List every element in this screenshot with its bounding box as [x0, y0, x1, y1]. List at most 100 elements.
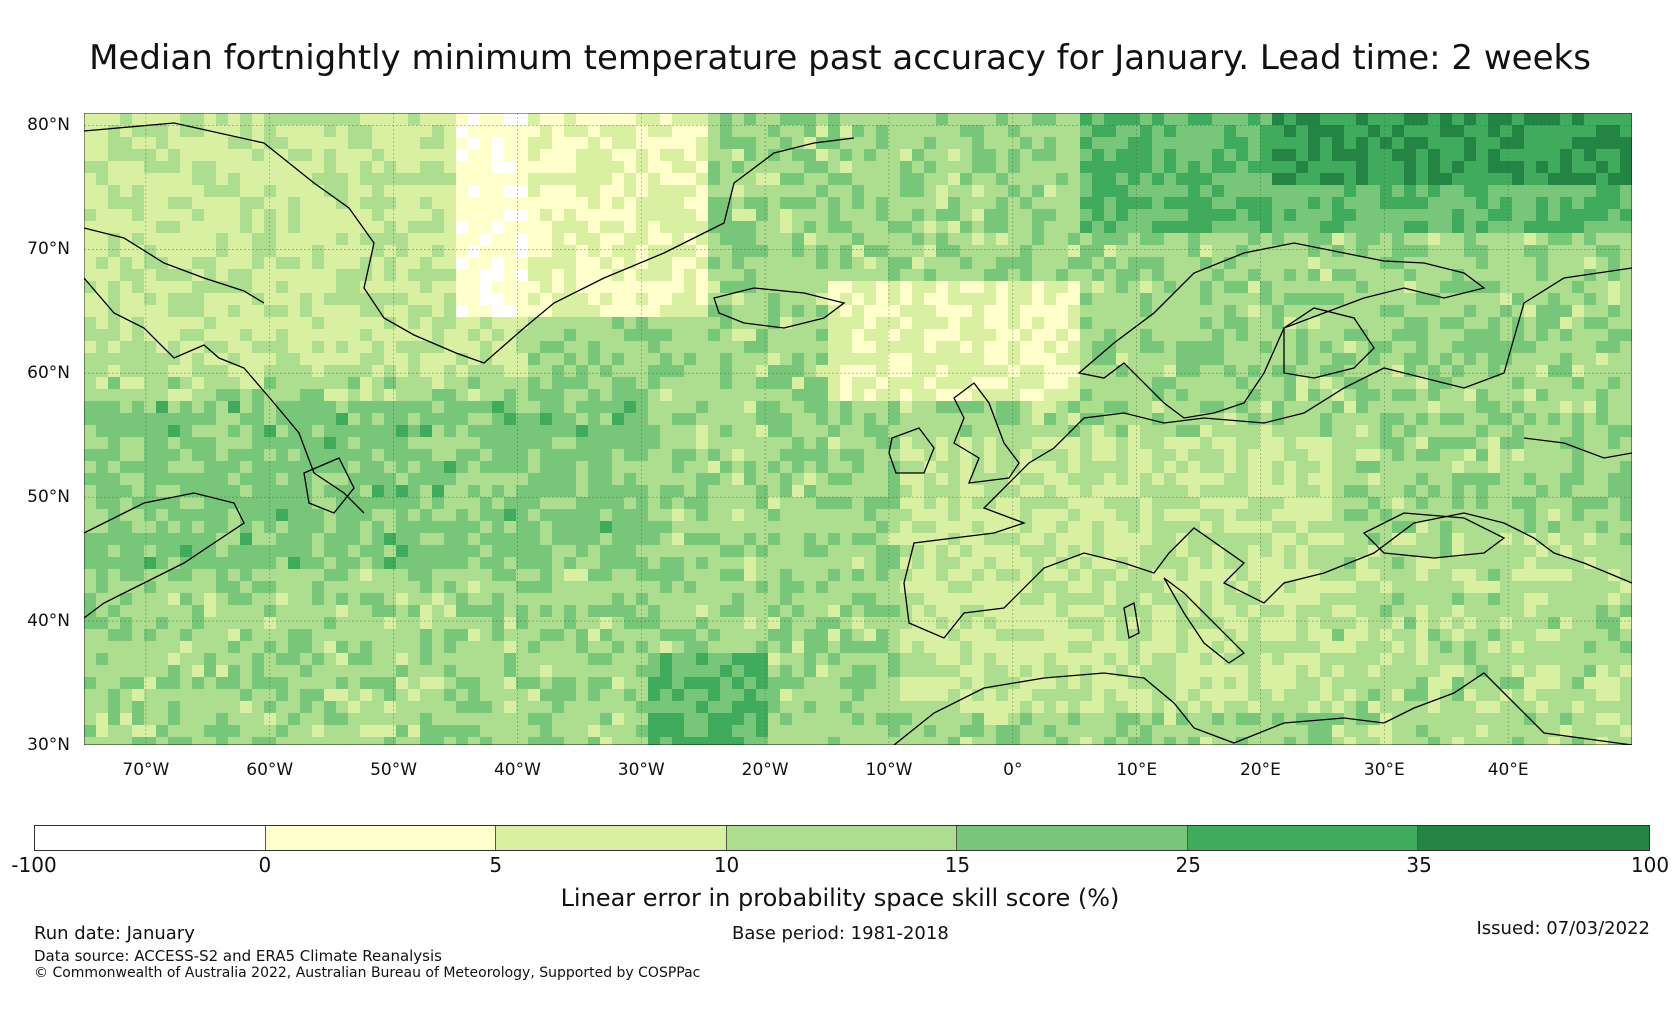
skill-cell — [1224, 317, 1237, 330]
skill-cell — [336, 425, 349, 438]
skill-cell — [300, 557, 313, 570]
skill-cell — [1428, 461, 1441, 474]
skill-cell — [744, 437, 757, 450]
skill-cell — [552, 161, 565, 174]
skill-cell — [1008, 269, 1021, 282]
skill-cell — [1092, 353, 1105, 366]
skill-cell — [468, 389, 481, 402]
skill-cell — [372, 197, 385, 210]
skill-cell — [912, 293, 925, 306]
skill-cell — [132, 377, 145, 390]
skill-cell — [1356, 389, 1369, 402]
skill-cell — [1452, 257, 1465, 270]
skill-cell — [792, 365, 805, 378]
skill-cell — [696, 413, 709, 426]
skill-cell — [1116, 269, 1129, 282]
skill-cell — [528, 329, 541, 342]
skill-cell — [408, 425, 421, 438]
skill-cell — [1548, 425, 1561, 438]
skill-cell — [1248, 197, 1261, 210]
skill-cell — [120, 137, 133, 150]
skill-cell — [732, 413, 745, 426]
skill-cell — [732, 377, 745, 390]
skill-cell — [156, 113, 169, 126]
skill-cell — [1212, 269, 1225, 282]
skill-cell — [576, 413, 589, 426]
skill-cell — [600, 461, 613, 474]
skill-cell — [1128, 521, 1141, 534]
skill-cell — [1008, 353, 1021, 366]
skill-cell — [852, 437, 865, 450]
skill-cell — [636, 269, 649, 282]
skill-cell — [1524, 437, 1537, 450]
skill-cell — [1032, 293, 1045, 306]
skill-cell — [420, 485, 433, 498]
skill-cell — [168, 401, 181, 414]
skill-cell — [960, 461, 973, 474]
skill-cell — [1608, 389, 1621, 402]
skill-cell — [660, 137, 673, 150]
skill-cell — [888, 281, 901, 294]
skill-cell — [480, 209, 493, 222]
skill-cell — [744, 557, 757, 570]
skill-cell — [756, 293, 769, 306]
skill-cell — [984, 137, 997, 150]
skill-cell — [1188, 461, 1201, 474]
skill-cell — [1440, 509, 1453, 522]
skill-cell — [1284, 209, 1297, 222]
skill-cell — [1128, 485, 1141, 498]
skill-cell — [1332, 377, 1345, 390]
skill-cell — [888, 545, 901, 558]
skill-cell — [348, 281, 361, 294]
skill-cell — [768, 365, 781, 378]
skill-cell — [888, 257, 901, 270]
skill-cell — [924, 269, 937, 282]
skill-cell — [396, 557, 409, 570]
skill-cell — [1200, 161, 1213, 174]
skill-cell — [1272, 365, 1285, 378]
skill-cell — [1176, 113, 1189, 126]
skill-cell — [1032, 497, 1045, 510]
skill-cell — [1200, 389, 1213, 402]
skill-cell — [1224, 221, 1237, 234]
skill-cell — [1164, 413, 1177, 426]
skill-cell — [732, 269, 745, 282]
skill-cell — [1236, 173, 1249, 186]
skill-cell — [408, 125, 421, 138]
skill-cell — [756, 473, 769, 486]
skill-cell — [1452, 521, 1465, 534]
skill-cell — [1356, 341, 1369, 354]
skill-cell — [1128, 449, 1141, 462]
skill-cell — [168, 125, 181, 138]
skill-cell — [720, 125, 733, 138]
skill-cell — [360, 389, 373, 402]
skill-cell — [612, 149, 625, 162]
skill-cell — [96, 413, 109, 426]
skill-cell — [384, 209, 397, 222]
skill-cell — [768, 545, 781, 558]
skill-cell — [756, 557, 769, 570]
skill-cell — [792, 245, 805, 258]
skill-cell — [780, 245, 793, 258]
skill-cell — [900, 137, 913, 150]
skill-cell — [708, 509, 721, 522]
skill-cell — [984, 233, 997, 246]
skill-cell — [1212, 365, 1225, 378]
skill-cell — [336, 449, 349, 462]
skill-cell — [696, 209, 709, 222]
skill-cell — [1248, 233, 1261, 246]
skill-cell — [1476, 341, 1489, 354]
skill-cell — [1524, 497, 1537, 510]
skill-cell — [840, 233, 853, 246]
skill-cell — [1584, 293, 1597, 306]
skill-cell — [204, 497, 217, 510]
skill-cell — [1548, 485, 1561, 498]
skill-cell — [1320, 281, 1333, 294]
skill-cell — [792, 125, 805, 138]
skill-cell — [96, 557, 109, 570]
skill-cell — [360, 461, 373, 474]
skill-cell — [732, 233, 745, 246]
skill-cell — [252, 281, 265, 294]
skill-cell — [708, 341, 721, 354]
skill-cell — [348, 365, 361, 378]
